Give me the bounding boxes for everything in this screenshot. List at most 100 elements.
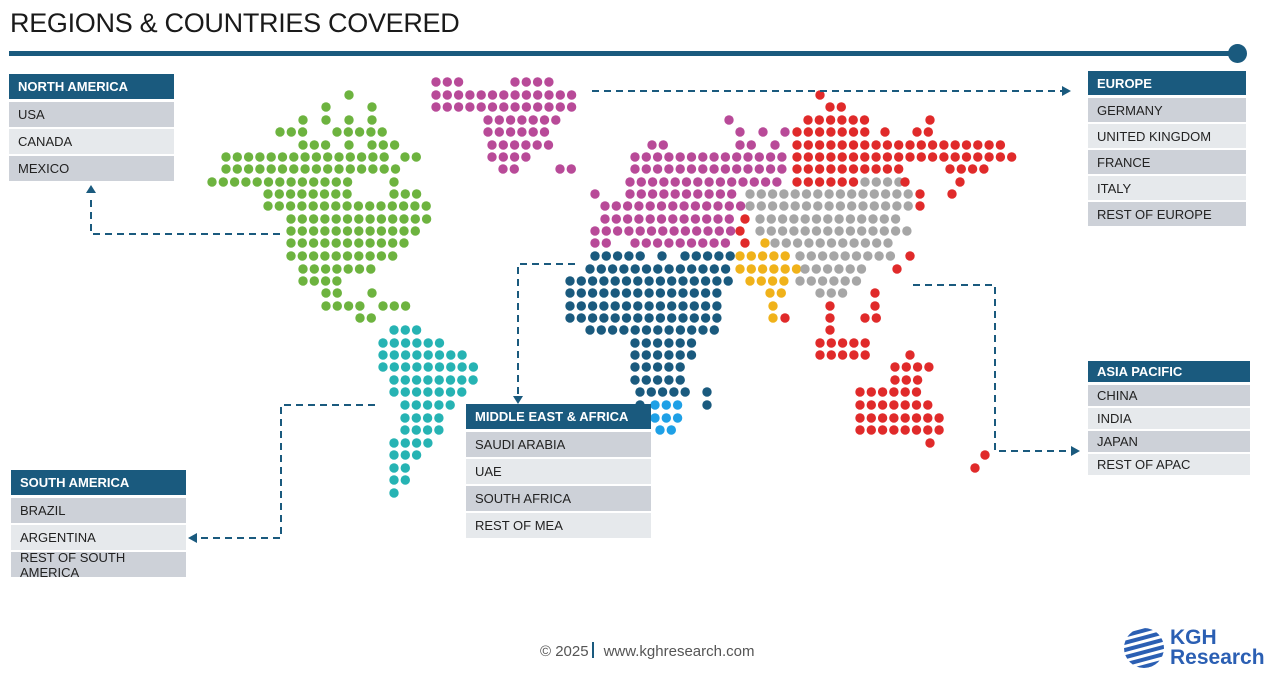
map-dot bbox=[740, 214, 750, 224]
map-dot bbox=[400, 400, 410, 410]
map-dot bbox=[659, 177, 669, 187]
map-dot bbox=[814, 152, 825, 162]
map-dot bbox=[765, 288, 775, 298]
map-dot bbox=[815, 350, 825, 360]
map-dot bbox=[780, 313, 790, 323]
map-dot bbox=[494, 127, 504, 137]
logo-line-1: KGH bbox=[1170, 626, 1217, 649]
map-dot bbox=[379, 152, 389, 162]
map-dot bbox=[311, 164, 322, 174]
website-link[interactable]: www.kghresearch.com bbox=[603, 643, 755, 660]
map-dot bbox=[777, 164, 787, 174]
map-dot bbox=[647, 189, 658, 199]
map-dot bbox=[505, 115, 516, 125]
map-dot bbox=[389, 362, 399, 372]
map-dot bbox=[275, 127, 285, 137]
map-dot bbox=[664, 264, 674, 274]
map-dot bbox=[612, 251, 623, 261]
map-dot bbox=[835, 189, 846, 199]
map-dot bbox=[345, 164, 355, 174]
map-dot bbox=[232, 152, 242, 162]
map-dot bbox=[826, 177, 836, 187]
map-dot bbox=[434, 362, 445, 372]
map-dot bbox=[767, 189, 778, 199]
map-dot bbox=[801, 201, 812, 211]
map-dot bbox=[445, 375, 456, 385]
map-dot bbox=[890, 226, 901, 236]
map-dot bbox=[389, 463, 399, 473]
map-dot bbox=[468, 362, 479, 372]
map-dot bbox=[367, 102, 377, 112]
map-dot bbox=[691, 251, 701, 261]
map-dot bbox=[700, 313, 711, 323]
map-dot bbox=[498, 140, 508, 150]
map-dot bbox=[814, 177, 825, 187]
map-dot bbox=[955, 177, 965, 187]
map-dot bbox=[877, 413, 888, 423]
map-dot bbox=[274, 189, 284, 199]
map-dot bbox=[792, 164, 802, 174]
country-item: SOUTH AFRICA bbox=[466, 486, 651, 511]
map-dot bbox=[596, 264, 606, 274]
map-dot bbox=[686, 350, 697, 360]
map-dot bbox=[755, 214, 765, 224]
map-dot bbox=[653, 264, 663, 274]
map-dot bbox=[745, 201, 755, 211]
map-dot bbox=[411, 189, 422, 199]
map-dot bbox=[970, 463, 980, 473]
map-dot bbox=[659, 189, 669, 199]
map-dot bbox=[724, 214, 734, 224]
map-dot bbox=[656, 201, 667, 211]
map-dot bbox=[641, 338, 651, 348]
map-dot bbox=[633, 301, 643, 311]
map-dot bbox=[979, 164, 989, 174]
map-dot bbox=[738, 177, 748, 187]
map-dot bbox=[635, 387, 645, 397]
map-dot bbox=[815, 338, 825, 348]
map-dot bbox=[308, 238, 319, 248]
country-item: FRANCE bbox=[1088, 150, 1246, 174]
map-dot bbox=[790, 201, 800, 211]
map-dot bbox=[521, 77, 531, 87]
map-dot bbox=[343, 301, 354, 311]
map-dot bbox=[892, 189, 902, 199]
map-dot bbox=[442, 90, 452, 100]
map-dot bbox=[795, 251, 805, 261]
map-dot bbox=[652, 338, 663, 348]
map-dot bbox=[792, 127, 802, 137]
map-dot bbox=[905, 251, 915, 261]
map-dot bbox=[345, 152, 355, 162]
map-dot bbox=[680, 251, 690, 261]
map-dot bbox=[630, 350, 640, 360]
map-dot bbox=[692, 226, 702, 236]
arrow-head-south-america bbox=[188, 533, 197, 543]
map-dot bbox=[610, 288, 620, 298]
map-dot bbox=[243, 152, 254, 162]
map-dot bbox=[521, 140, 531, 150]
map-dot bbox=[664, 338, 674, 348]
map-dot bbox=[814, 127, 825, 137]
map-dot bbox=[633, 313, 643, 323]
map-dot bbox=[712, 276, 722, 286]
map-dot bbox=[838, 238, 848, 248]
map-dot bbox=[422, 400, 433, 410]
map-dot bbox=[499, 102, 509, 112]
map-dot bbox=[510, 90, 520, 100]
map-dot bbox=[984, 152, 994, 162]
map-dot bbox=[344, 115, 354, 125]
map-dot bbox=[980, 450, 990, 460]
map-dot bbox=[321, 115, 331, 125]
map-dot bbox=[621, 301, 632, 311]
map-dot bbox=[332, 301, 342, 311]
map-dot bbox=[354, 264, 365, 274]
region-title: SOUTH AMERICA bbox=[11, 470, 186, 495]
map-dot bbox=[870, 301, 880, 311]
map-dot bbox=[465, 90, 475, 100]
map-dot bbox=[331, 189, 341, 199]
map-dot bbox=[856, 264, 867, 274]
map-dot bbox=[434, 400, 444, 410]
map-dot bbox=[777, 214, 788, 224]
map-dot bbox=[599, 313, 609, 323]
map-dot bbox=[858, 189, 868, 199]
map-dot bbox=[630, 238, 640, 248]
